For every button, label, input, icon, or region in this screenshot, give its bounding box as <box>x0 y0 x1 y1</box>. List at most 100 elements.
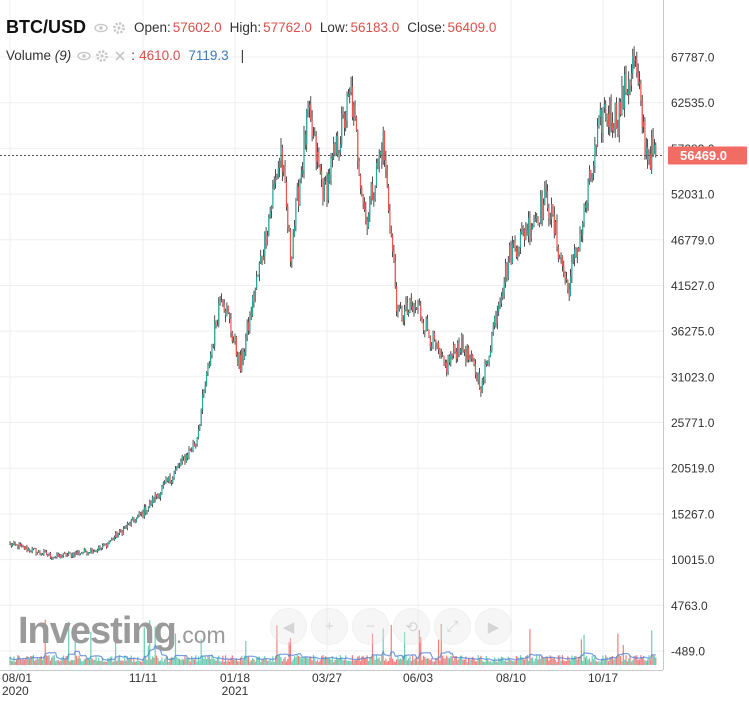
volume-bar <box>51 657 53 665</box>
volume-bar <box>199 660 201 665</box>
candle-body <box>262 256 265 260</box>
volume-bar <box>237 660 239 665</box>
price-tick-label: 36275.0 <box>671 325 715 339</box>
candle-body <box>173 472 175 478</box>
volume-bar <box>247 656 250 665</box>
zoom-in-icon[interactable]: + <box>311 608 348 645</box>
volume-bar <box>210 659 212 665</box>
candle-body <box>538 224 541 226</box>
volume-bar <box>420 637 422 665</box>
volume-bar <box>354 659 356 665</box>
candle-body <box>523 229 526 240</box>
candle-body <box>300 173 302 184</box>
volume-bar <box>424 656 426 665</box>
candle-body <box>605 104 607 121</box>
volume-bar <box>527 660 530 665</box>
candle-body <box>632 55 634 74</box>
volume-bar <box>170 657 173 665</box>
candle-body <box>642 121 645 128</box>
volume-bar <box>459 655 461 665</box>
candle-body <box>219 300 221 304</box>
volume-bar <box>371 633 374 665</box>
volume-bar <box>355 660 358 665</box>
volume-bar <box>184 656 186 665</box>
volume-bar <box>245 640 247 665</box>
candle-body <box>195 444 197 447</box>
candle-body <box>550 204 553 220</box>
candle-body <box>9 542 11 545</box>
chart-nav-buttons: ◀ + − ⟲ ⤢ ▶ <box>270 608 512 645</box>
time-tick-label: 08/01 <box>2 671 32 685</box>
candle-body <box>424 330 426 332</box>
reset-icon[interactable]: ⟲ <box>393 608 430 645</box>
volume-bar <box>142 659 144 665</box>
candle-body <box>401 308 403 321</box>
scroll-left-icon[interactable]: ◀ <box>270 608 307 645</box>
volume-bar <box>121 660 123 665</box>
candle-body <box>13 541 15 544</box>
candle-body <box>51 557 53 559</box>
volume-bar <box>447 657 449 665</box>
candle-body <box>341 114 343 145</box>
eye-icon[interactable] <box>77 49 91 63</box>
volume-bar <box>107 657 109 665</box>
scroll-right-icon[interactable]: ▶ <box>475 608 512 645</box>
candle-body <box>130 520 132 526</box>
volume-bar <box>584 657 587 665</box>
volume-period: (9) <box>54 48 72 63</box>
volume-bar <box>292 659 294 665</box>
candle-body <box>98 546 100 552</box>
volume-bar <box>385 658 387 665</box>
candle-body <box>386 169 388 186</box>
volume-bar <box>553 657 555 665</box>
eye-icon[interactable] <box>94 21 108 35</box>
candle-body <box>393 251 395 262</box>
candle-body <box>459 349 461 353</box>
gear-icon[interactable] <box>112 21 126 35</box>
candle-body <box>218 303 220 326</box>
volume-bar <box>450 656 452 665</box>
candle-body <box>118 529 121 534</box>
candle-body <box>404 309 406 321</box>
candle-body <box>481 379 483 392</box>
volume-bar <box>65 656 67 665</box>
volume-bar <box>409 656 411 665</box>
candle-body <box>19 544 22 546</box>
candle-body <box>361 188 363 195</box>
candle-body <box>331 156 333 159</box>
volume-bar <box>622 644 624 665</box>
candle-body <box>334 143 336 154</box>
volume-bar <box>276 625 278 665</box>
volume-bar <box>548 660 550 665</box>
volume-bar <box>32 655 35 665</box>
volume-bar <box>228 661 231 665</box>
candle-body <box>477 373 479 381</box>
volume-bar <box>304 657 306 665</box>
zoom-out-icon[interactable]: − <box>352 608 389 645</box>
volume-legend: Volume (9) : 4610.0 7119.3 | <box>6 48 245 63</box>
candle-body <box>532 225 534 229</box>
volume-bar <box>625 655 627 665</box>
candle-body <box>149 501 151 507</box>
price-tick-label: 20519.0 <box>671 462 715 476</box>
candle-body <box>116 532 118 538</box>
zoom-fit-icon[interactable]: ⤢ <box>434 608 471 645</box>
candle-body <box>555 221 557 234</box>
candle-body <box>617 127 619 135</box>
volume-bar <box>393 661 395 665</box>
close-icon[interactable] <box>113 49 127 63</box>
candle-body <box>440 354 442 356</box>
gear-icon[interactable] <box>95 49 109 63</box>
candle-body <box>349 91 351 94</box>
volume-bar <box>224 655 227 665</box>
candle-body <box>69 552 71 554</box>
volume-bar <box>538 655 541 665</box>
volume-bar <box>583 634 585 665</box>
candle-body <box>560 255 562 258</box>
volume-bar <box>214 659 216 665</box>
price-axis: 67787.062535.057283.052031.046779.041527… <box>671 51 715 659</box>
volume-bar <box>215 660 217 665</box>
candle-body <box>381 151 383 162</box>
volume-bar <box>362 655 364 665</box>
